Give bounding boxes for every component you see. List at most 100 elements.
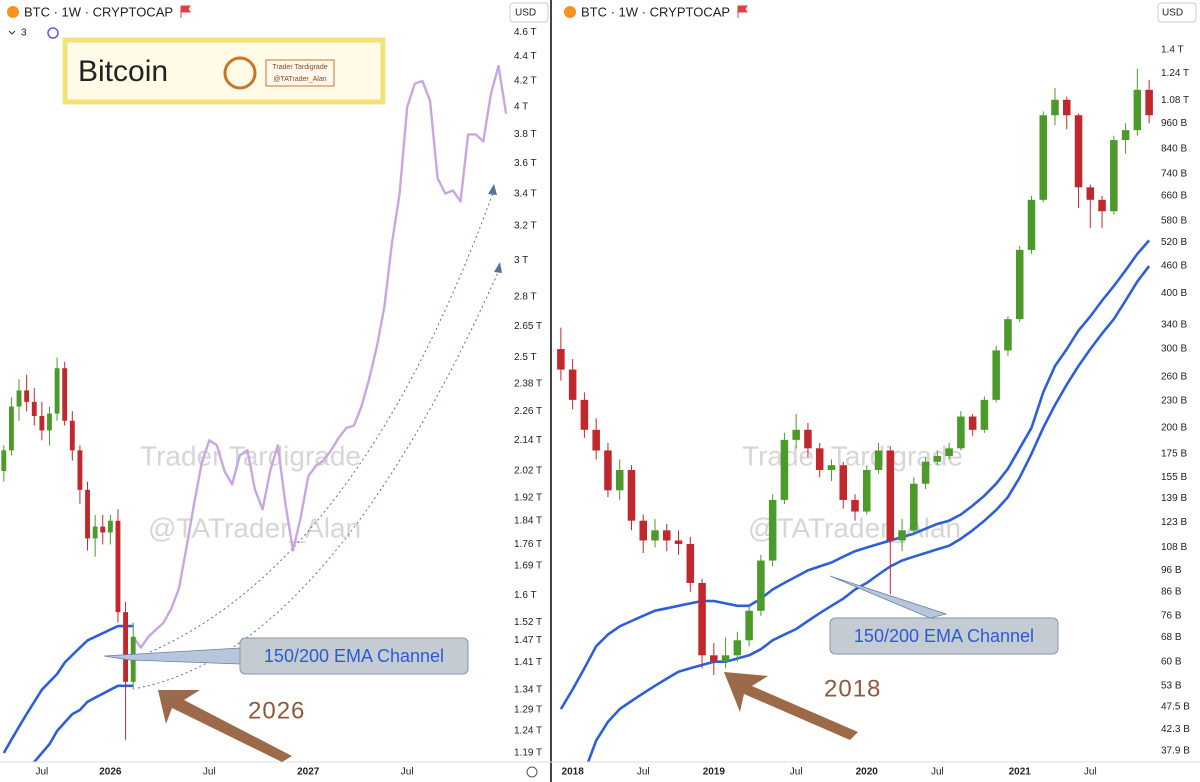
candle-body	[1086, 187, 1095, 200]
y-tick-label: 37.9 B	[1161, 746, 1190, 757]
candle-body	[768, 499, 777, 561]
candle-body	[827, 465, 836, 470]
annotation: 150/200 EMA Channel	[854, 626, 1034, 646]
y-tick-label: 155 B	[1161, 472, 1187, 483]
candle-body	[674, 540, 683, 544]
candle-body	[815, 448, 824, 470]
y-tick-label: 1.24 T	[1161, 68, 1189, 79]
y-tick-label: 580 B	[1161, 216, 1187, 227]
annotation: 150/200 EMA Channel	[264, 646, 444, 666]
candle-body	[886, 450, 895, 541]
x-tick-label: Jul	[790, 767, 803, 778]
candle-body	[780, 439, 789, 500]
y-tick-label: 53 B	[1161, 680, 1182, 691]
currency-button[interactable]	[1157, 2, 1197, 23]
y-tick-label: 230 B	[1161, 395, 1187, 406]
arrow-head	[494, 262, 502, 273]
projection-arrow	[137, 267, 501, 689]
candle-body	[698, 582, 706, 656]
y-tick-label: 2.5 T	[514, 352, 537, 363]
plot-area	[1, 64, 508, 762]
annotation-box	[829, 617, 1059, 655]
candle-body	[69, 420, 75, 451]
y-tick-label: 1.47 T	[514, 635, 542, 646]
y-tick-label: 960 B	[1161, 118, 1187, 129]
coin-icon	[7, 6, 19, 18]
candle-body	[1074, 115, 1083, 188]
flag-icon	[737, 5, 748, 18]
candle-body	[663, 530, 671, 541]
y-tick-label: 68 B	[1161, 632, 1182, 643]
settings-icon[interactable]	[526, 766, 538, 778]
y-tick-label: 2.65 T	[514, 321, 542, 332]
candle-body	[1051, 99, 1059, 116]
x-tick-label: Jul	[1084, 767, 1097, 778]
y-tick-label: 86 B	[1161, 586, 1182, 597]
candle-body	[557, 349, 565, 370]
candle-body	[16, 390, 22, 407]
candle-body	[77, 450, 83, 490]
y-tick-label: 4 T	[514, 102, 528, 113]
candle-body	[24, 390, 30, 402]
x-tick-label: Jul	[931, 767, 944, 778]
x-tick-label: 2018	[562, 767, 585, 778]
arrow-head	[488, 184, 497, 195]
candle-body	[92, 526, 98, 539]
sync-icon	[47, 27, 59, 39]
x-tick-label: 2026	[99, 767, 122, 778]
chevron-icon	[8, 30, 16, 35]
plots	[1, 64, 1153, 762]
y-tick-label: 2.02 T	[514, 466, 542, 477]
ema-line	[586, 265, 1151, 762]
candle-body	[921, 461, 930, 484]
candle-body	[31, 401, 37, 416]
candle-body	[733, 640, 742, 656]
candle-body	[1098, 199, 1106, 212]
candle-body	[686, 543, 695, 583]
y-tick-label: 3.8 T	[514, 129, 537, 140]
watermark: @TATrader_Alan	[148, 512, 361, 543]
currency-label: USD	[1162, 8, 1183, 19]
y-tick-label: 96 B	[1161, 565, 1182, 576]
candle-body	[54, 368, 60, 414]
y-tick-label: 340 B	[1161, 319, 1187, 330]
candle-body	[85, 489, 90, 539]
candle-body	[851, 499, 859, 512]
y-tick-label: 1.76 T	[514, 539, 542, 550]
y-tick-label: 400 B	[1161, 288, 1187, 299]
candle-body	[592, 429, 600, 451]
candle-body	[568, 369, 577, 400]
y-tick-label: 4.2 T	[514, 76, 537, 87]
candle-body	[123, 612, 129, 682]
candle-body	[945, 448, 953, 457]
candle-body	[710, 655, 718, 662]
y-tick-label: 1.34 T	[514, 684, 542, 695]
candle-body	[1063, 99, 1071, 116]
candle-body	[839, 465, 847, 500]
candle-body	[100, 526, 106, 533]
x-tick-label: 2019	[703, 767, 726, 778]
currency-button[interactable]	[509, 2, 549, 23]
candle-body	[992, 350, 1000, 400]
symbol-header: BTC · 1W · CRYPTOCAP	[24, 4, 173, 19]
logo-box	[265, 59, 335, 87]
plot-area	[557, 68, 1153, 762]
y-tick-label: 175 B	[1161, 448, 1187, 459]
candle-body	[874, 450, 883, 470]
candle-body	[804, 429, 812, 449]
y-tick-label: 2.8 T	[514, 292, 537, 303]
candle-body	[1027, 199, 1036, 250]
logo-icon	[223, 56, 257, 90]
candle-body	[721, 655, 730, 662]
candle-body	[115, 520, 121, 613]
candle-body	[8, 406, 14, 451]
coin-icon	[564, 6, 576, 18]
candle-body	[639, 520, 647, 541]
candle-body	[107, 520, 113, 533]
interval-count: 3	[21, 28, 27, 39]
candle-body	[1004, 319, 1012, 351]
candle-body	[604, 450, 612, 491]
y-tick-label: 200 B	[1161, 422, 1187, 433]
